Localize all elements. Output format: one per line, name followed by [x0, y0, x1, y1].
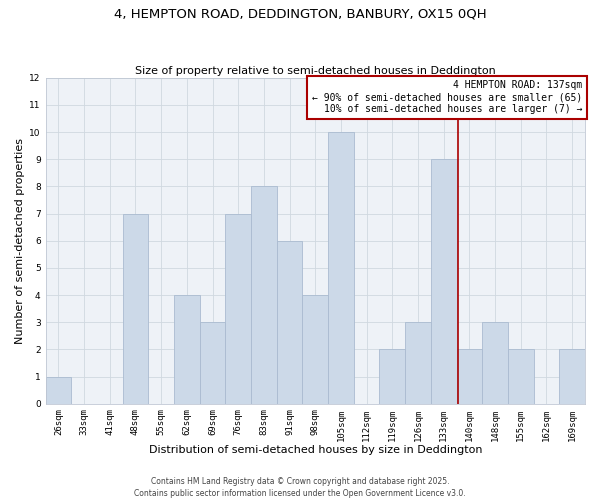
Title: Size of property relative to semi-detached houses in Deddington: Size of property relative to semi-detach…	[135, 66, 496, 76]
Bar	[277, 240, 302, 404]
Y-axis label: Number of semi-detached properties: Number of semi-detached properties	[15, 138, 25, 344]
X-axis label: Distribution of semi-detached houses by size in Deddington: Distribution of semi-detached houses by …	[149, 445, 482, 455]
Bar	[302, 295, 328, 404]
Bar	[46, 376, 71, 404]
Bar	[226, 214, 251, 404]
Bar	[174, 295, 200, 404]
Bar	[379, 350, 405, 404]
Bar	[457, 350, 482, 404]
Bar	[482, 322, 508, 404]
Bar	[328, 132, 354, 404]
Bar	[122, 214, 148, 404]
Text: 4, HEMPTON ROAD, DEDDINGTON, BANBURY, OX15 0QH: 4, HEMPTON ROAD, DEDDINGTON, BANBURY, OX…	[113, 8, 487, 20]
Bar	[251, 186, 277, 404]
Bar	[405, 322, 431, 404]
Text: 4 HEMPTON ROAD: 137sqm
← 90% of semi-detached houses are smaller (65)
10% of sem: 4 HEMPTON ROAD: 137sqm ← 90% of semi-det…	[312, 80, 582, 114]
Text: Contains HM Land Registry data © Crown copyright and database right 2025.
Contai: Contains HM Land Registry data © Crown c…	[134, 476, 466, 498]
Bar	[559, 350, 585, 404]
Bar	[508, 350, 533, 404]
Bar	[431, 159, 457, 404]
Bar	[200, 322, 226, 404]
